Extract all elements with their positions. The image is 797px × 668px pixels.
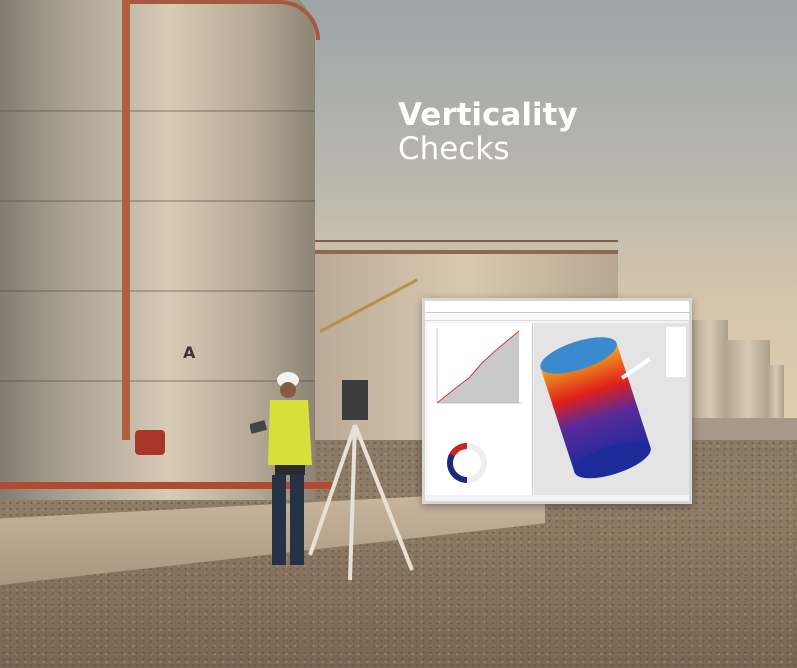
far-tank (768, 365, 784, 420)
horizontal-pipe (0, 482, 335, 489)
tank-seam (0, 380, 315, 382)
total-station-tripod (308, 380, 414, 581)
valve (135, 430, 165, 455)
tank-railing (313, 240, 618, 242)
inset-3d-view (534, 323, 689, 495)
vertical-pipe (122, 0, 130, 440)
headline-line-2: Checks (398, 131, 510, 168)
headline: Verticality Checks (398, 98, 578, 166)
safety-vest (268, 400, 312, 465)
surveyor-worker (250, 372, 312, 565)
inset-toolbar (425, 313, 689, 321)
deviation-line (436, 330, 520, 404)
software-screenshot-inset (422, 298, 692, 504)
tilt-arrow (620, 357, 652, 380)
tank-seam (0, 200, 315, 202)
inset-titlebar (425, 301, 689, 313)
far-tank (726, 340, 770, 420)
color-legend (666, 327, 686, 377)
tank-heatmap-3d (540, 327, 686, 479)
total-station (342, 380, 368, 420)
tank-marking: A (183, 343, 196, 362)
tank-seam (0, 290, 315, 292)
deviation-line-chart (436, 328, 522, 483)
tank-roof-railing (130, 0, 320, 40)
hard-hat (277, 372, 299, 388)
inset-chart-pane (427, 323, 533, 495)
far-tank (692, 320, 728, 420)
tablet (250, 420, 268, 434)
headline-line-1: Verticality (398, 97, 578, 133)
tank-seam (0, 110, 315, 112)
storage-tank-large (0, 0, 315, 500)
